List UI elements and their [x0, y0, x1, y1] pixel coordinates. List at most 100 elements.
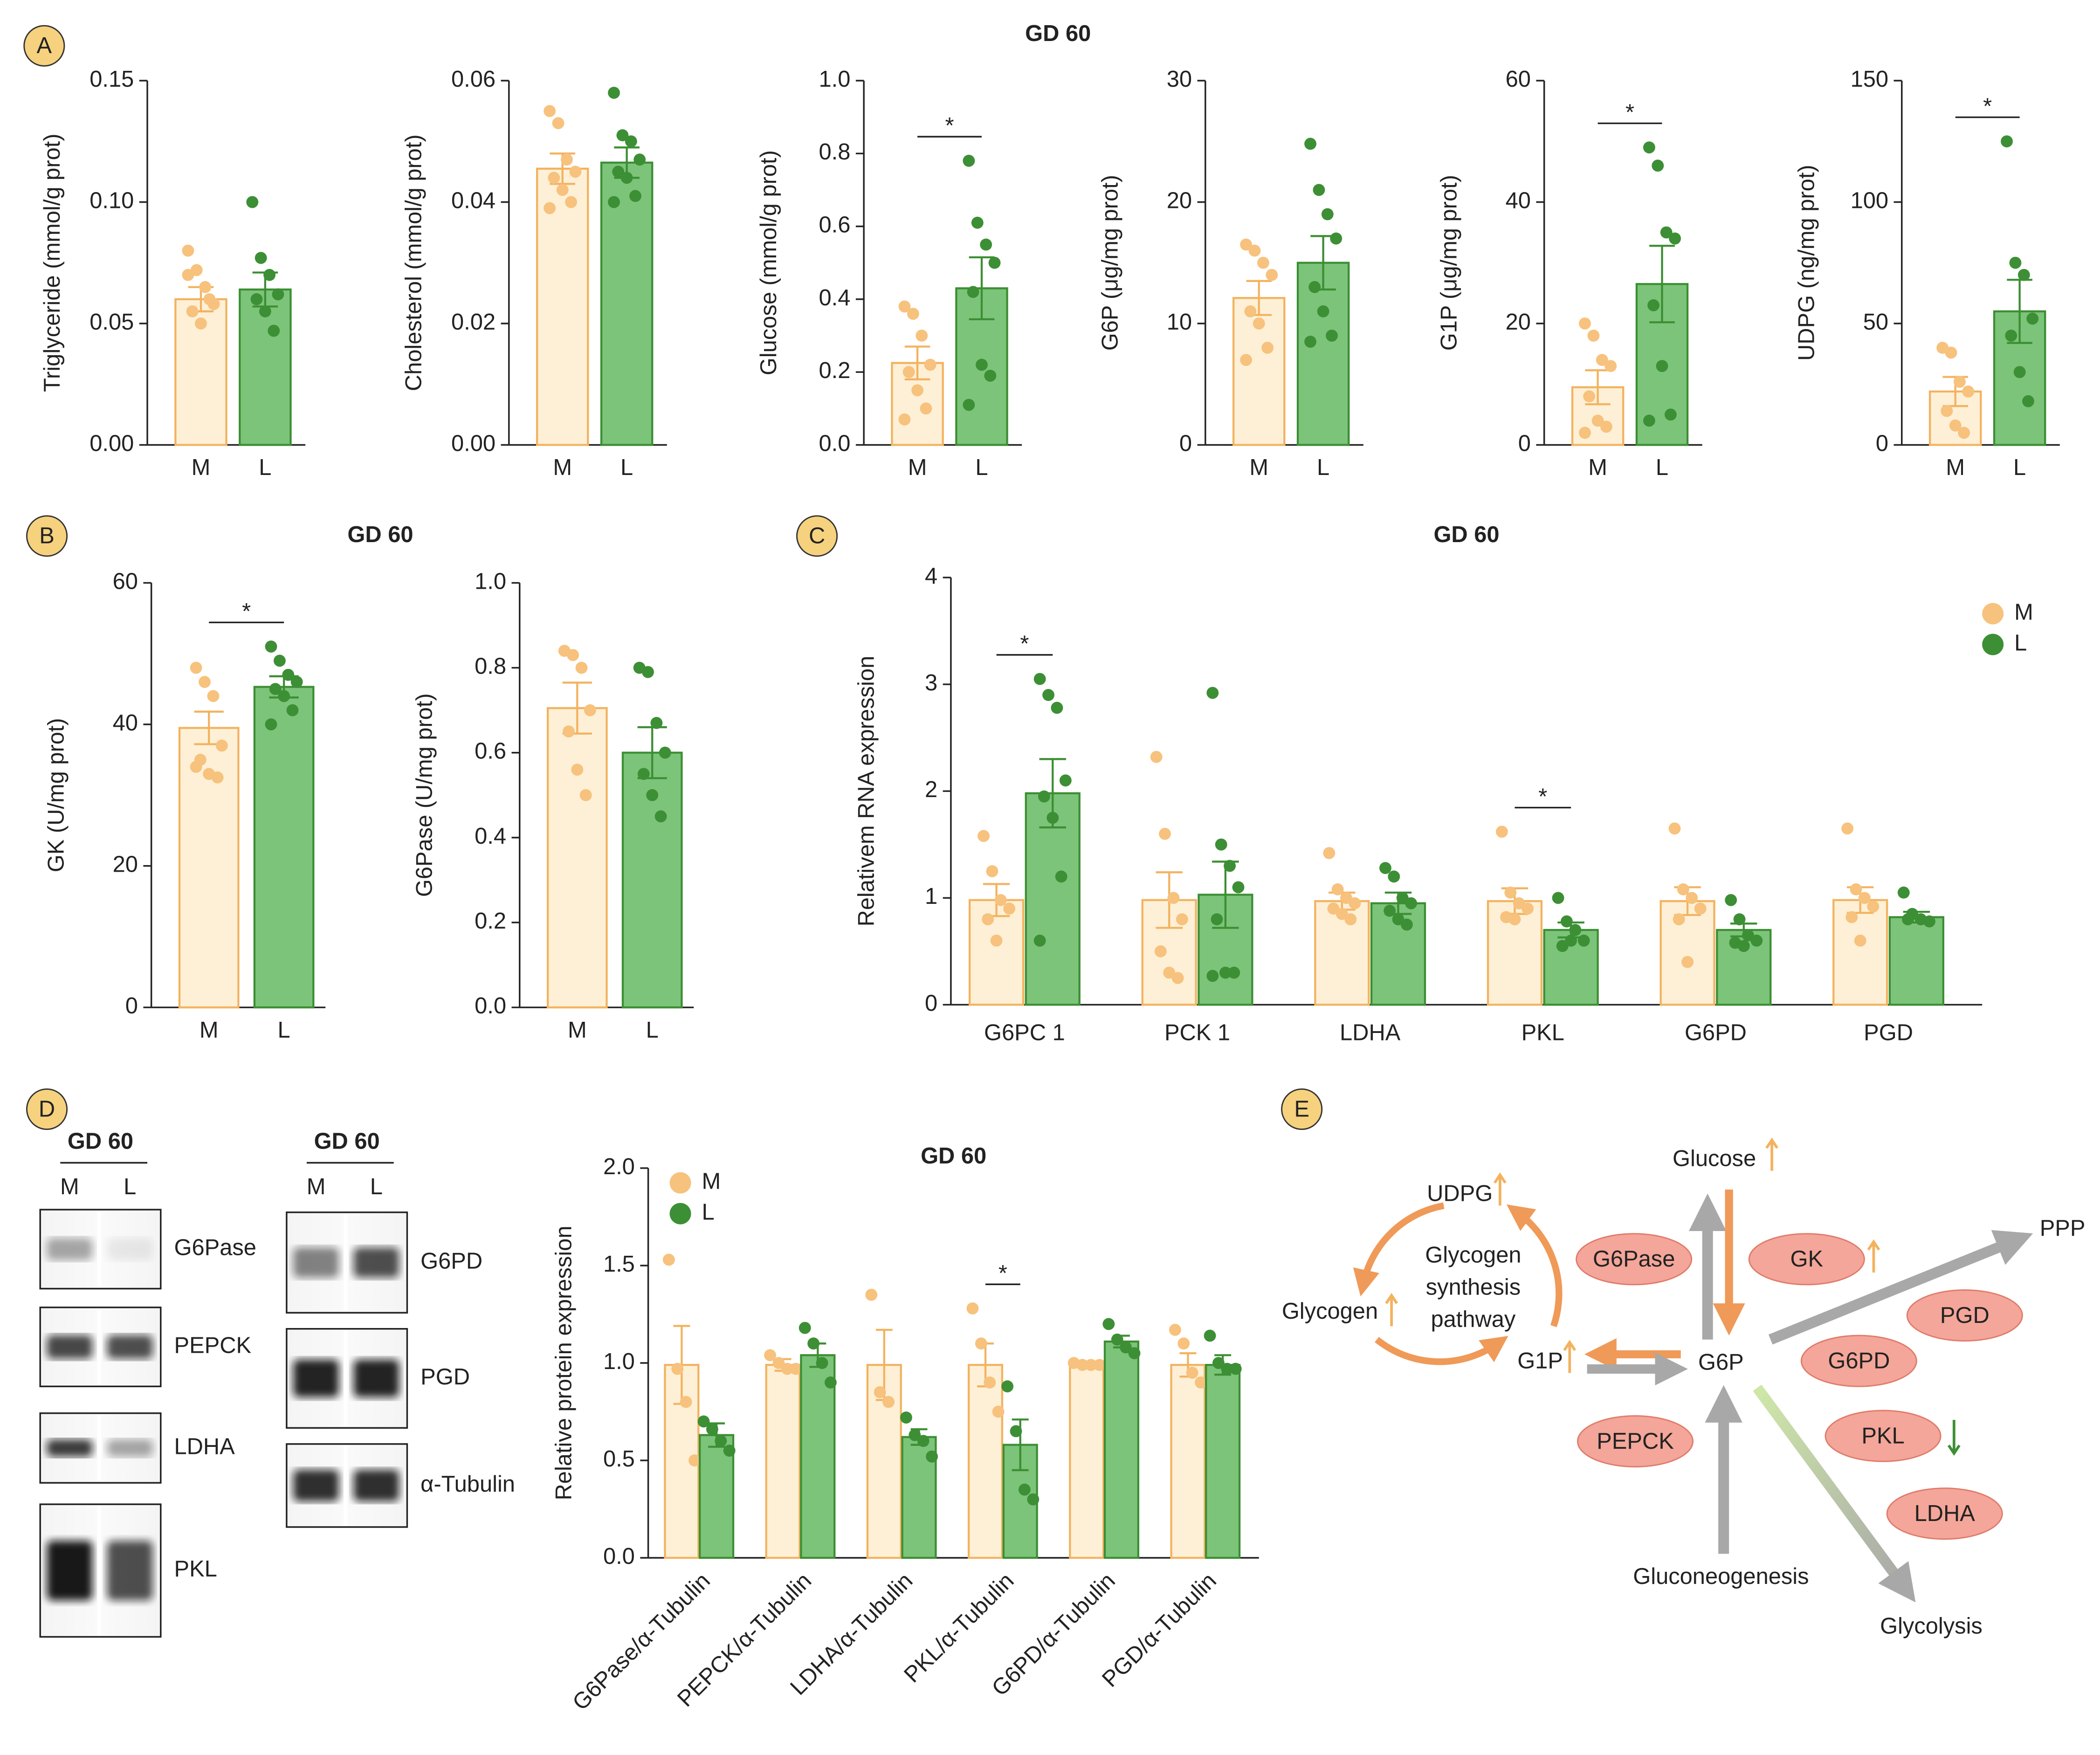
data-point — [1569, 924, 1582, 936]
bar — [546, 707, 608, 1009]
data-point — [1059, 774, 1072, 787]
y-tick-label: 100 — [1851, 188, 1888, 213]
data-point — [790, 1363, 802, 1375]
blot-band — [47, 1238, 93, 1260]
data-point — [1304, 138, 1316, 150]
lane-label: L — [124, 1174, 136, 1199]
legend-label: M — [702, 1169, 721, 1194]
data-point — [552, 117, 565, 130]
data-point — [689, 1454, 701, 1466]
data-point — [1240, 354, 1253, 366]
enzyme-node — [1748, 1233, 1865, 1286]
y-tick-label: 0.10 — [90, 188, 134, 213]
data-point — [988, 256, 1001, 269]
metabolite: Gluconeogenesis — [1633, 1564, 1809, 1589]
data-point — [1326, 330, 1338, 342]
bar — [1888, 916, 1945, 1006]
data-point — [625, 135, 637, 148]
data-point — [1304, 336, 1316, 348]
lane-label: M — [307, 1174, 326, 1199]
data-point — [1664, 408, 1677, 421]
enzyme-label: GK — [1790, 1246, 1824, 1272]
data-point — [706, 1423, 718, 1436]
legend-label: L — [702, 1200, 714, 1225]
data-point — [1850, 883, 1862, 895]
metabolite: G1P — [1517, 1348, 1563, 1373]
x-tick-label: M — [553, 455, 572, 480]
data-point — [994, 894, 1007, 906]
data-point — [646, 789, 659, 801]
x-tick-label: L — [1656, 455, 1668, 480]
data-point — [1958, 427, 1970, 439]
data-point — [616, 129, 629, 142]
x-tick-label: M — [1249, 455, 1268, 480]
blot-band — [47, 1335, 93, 1359]
data-point — [255, 252, 267, 264]
panel-title: GD 60 — [1025, 21, 1091, 46]
y-axis-label: Relativem RNA expression — [854, 656, 879, 927]
y-tick-label: 20 — [1167, 188, 1192, 213]
y-tick-label: 0 — [925, 991, 937, 1016]
data-point — [1737, 940, 1750, 952]
data-point — [975, 1337, 987, 1350]
data-point — [1953, 376, 1966, 388]
data-point — [1681, 956, 1694, 968]
chart-title: GD 60 — [921, 1143, 986, 1169]
enzyme-node — [1825, 1410, 1942, 1462]
bar — [1103, 1340, 1139, 1559]
x-tick-label: L — [1317, 455, 1329, 480]
enzyme-label: G6PD — [1828, 1348, 1890, 1373]
data-point — [1349, 897, 1361, 909]
y-tick-label: 0 — [1179, 431, 1192, 456]
data-point — [186, 305, 199, 317]
arrow — [1353, 1202, 1445, 1297]
x-tick-label: M — [200, 1018, 219, 1043]
data-point — [1001, 1380, 1014, 1393]
y-tick-label: 0.15 — [90, 67, 134, 92]
data-point — [1206, 970, 1219, 982]
data-point — [882, 1396, 895, 1408]
y-tick-label: 0.00 — [451, 431, 496, 456]
data-point — [246, 196, 259, 208]
enzyme-label: PGD — [1940, 1303, 1990, 1328]
metabolite: Glucose — [1673, 1146, 1756, 1171]
data-point — [1177, 1337, 1190, 1350]
y-axis-label: Triglyceride (mmol/g prot) — [40, 134, 65, 392]
data-point — [282, 668, 295, 681]
x-tick-label: G6PC 1 — [984, 1020, 1065, 1046]
blot-band — [293, 1247, 339, 1278]
y-tick-label: 1.0 — [475, 569, 506, 594]
data-point — [2022, 395, 2034, 407]
data-point — [1668, 822, 1681, 835]
data-point — [278, 690, 290, 702]
data-point — [1508, 913, 1521, 926]
data-point — [1248, 244, 1261, 257]
data-point — [662, 1253, 675, 1266]
enzyme-label: G6Pase — [1593, 1246, 1675, 1272]
data-point — [562, 725, 575, 738]
x-tick-label: L — [646, 1018, 659, 1043]
enzyme-node — [1577, 1415, 1694, 1468]
data-point — [633, 153, 646, 166]
y-axis-label: Glucose (mmol/g prot) — [756, 150, 781, 375]
bar — [1205, 1364, 1241, 1559]
data-point — [900, 1411, 912, 1424]
blot-band — [107, 1541, 153, 1601]
y-tick-label: 0.8 — [819, 139, 851, 165]
data-point — [1195, 1376, 1207, 1389]
data-point — [1652, 159, 1664, 172]
data-point — [2026, 312, 2039, 325]
data-point — [1379, 862, 1391, 874]
data-point — [567, 649, 579, 661]
data-point — [1854, 935, 1866, 947]
x-tick-label: M — [908, 455, 927, 480]
data-point — [1561, 915, 1573, 928]
data-point — [265, 718, 277, 730]
pathway-label: pathway — [1431, 1307, 1515, 1332]
enzyme-node — [1800, 1335, 1917, 1387]
y-axis-label: G1P (μg/mg prot) — [1436, 175, 1461, 351]
data-point — [1085, 1359, 1097, 1371]
y-tick-label: 0.0 — [603, 1544, 635, 1569]
significance-label: * — [998, 1261, 1007, 1286]
data-point — [1673, 913, 1685, 926]
